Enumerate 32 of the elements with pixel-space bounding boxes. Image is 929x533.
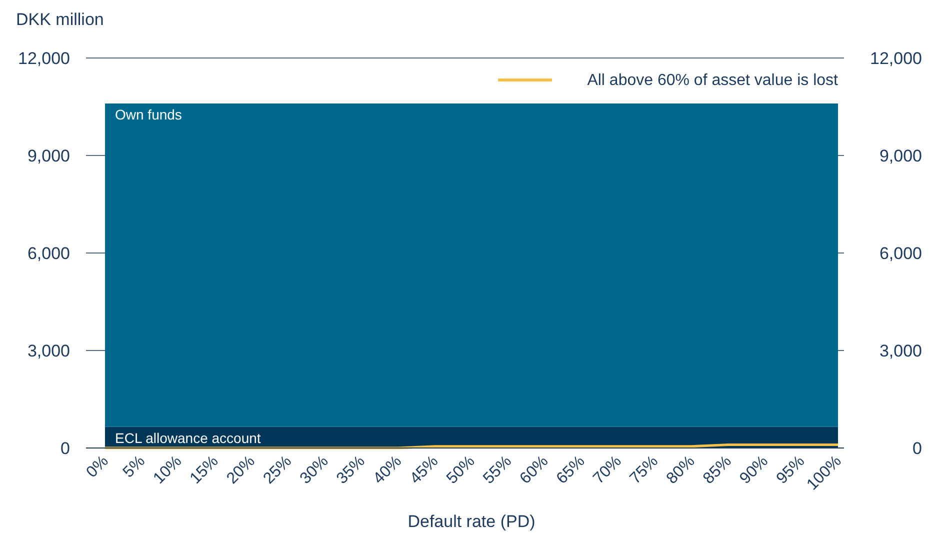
x-tick-label: 65% [554,452,588,488]
x-tick-label: 10% [150,452,186,488]
y2-tick-label: 6,000 [879,244,922,263]
x-tick-label: 90% [736,452,772,488]
x-tick-label: 40% [370,452,406,488]
x-tick-label: 55% [480,452,515,488]
x-tick-label: 80% [664,452,698,488]
y-tick-label: 0 [60,439,70,458]
y-tick-label: 9,000 [27,146,70,166]
x-axis-title: Default rate (PD) [408,512,536,531]
x-tick-label: 85% [700,452,735,488]
x-tick-label: 70% [590,452,625,488]
y2-tick-label: 9,000 [879,146,922,166]
x-tick-label: 60% [516,452,552,488]
y2-tick-label: 0 [912,439,922,458]
x-tick-label: 50% [444,452,478,488]
x-tick-label: 75% [626,452,662,488]
series-label: Own funds [115,106,182,122]
x-tick-label: 0% [83,452,112,482]
y2-tick-label: 12,000 [870,49,922,68]
y-tick-label: 6,000 [27,244,70,263]
legend-label: All above 60% of asset value is lost [587,72,839,89]
x-tick-label: 45% [407,452,442,488]
x-tick-label: 35% [334,452,368,488]
y-axis-title: DKK million [16,10,104,29]
y-tick-label: 12,000 [18,49,70,68]
y2-tick-label: 3,000 [879,342,922,360]
x-tick-label: 95% [774,452,808,488]
x-tick-label: 30% [297,452,332,488]
series-label: ECL allowance account [115,430,261,446]
x-tick-label: 5% [120,452,148,482]
y-tick-label: 3,000 [27,342,70,360]
